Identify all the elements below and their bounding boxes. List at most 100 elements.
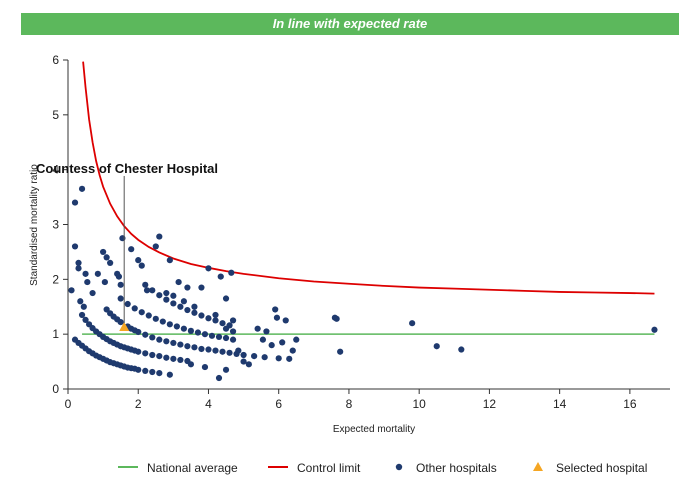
selected-hospital-point (119, 322, 130, 332)
other-hospital-point (201, 363, 209, 371)
other-hospital-point (115, 273, 123, 280)
other-hospital-point (212, 317, 219, 324)
other-hospital-point (117, 295, 124, 302)
x-tick-label: 0 (65, 397, 72, 411)
other-hospital-point (289, 347, 296, 354)
other-hospital-point (212, 347, 219, 354)
other-hospital-point (212, 311, 219, 319)
other-hospital-point (229, 328, 237, 335)
other-hospital-point (263, 328, 270, 335)
other-hospital-point (272, 306, 279, 313)
other-hospital-point (124, 300, 131, 308)
other-hospital-point (135, 257, 142, 264)
other-hospital-point (138, 309, 145, 316)
other-hospital-point (228, 269, 235, 276)
other-hospital-point (156, 233, 163, 240)
other-hospital-point (75, 259, 82, 266)
y-tick-label: 1 (52, 327, 59, 341)
other-hospital-point (268, 342, 275, 349)
other-hospital-point (117, 319, 124, 326)
other-hospital-point (433, 343, 440, 350)
y-tick-label: 5 (52, 108, 59, 122)
other-hospital-point (180, 298, 187, 305)
other-hospital-point (103, 254, 110, 261)
other-hospital-point (71, 199, 79, 206)
other-hospital-point (333, 315, 340, 322)
other-hospital-point (170, 339, 177, 347)
other-hospital-point (233, 350, 240, 358)
other-hospital-point (177, 356, 184, 364)
other-hospital-point (75, 265, 82, 272)
other-hospital-point (177, 341, 184, 348)
other-hospital-point (107, 259, 114, 266)
hospital-annotation: Countess of Chester Hospital (36, 161, 218, 324)
other-hospital-point (163, 296, 170, 303)
other-hospital-point (89, 289, 96, 297)
y-tick-label: 0 (52, 382, 59, 396)
other-hospital-point (219, 348, 226, 355)
other-hospital-point (143, 287, 151, 294)
other-hospital-point (166, 321, 173, 328)
other-hospital-point (142, 331, 149, 338)
other-hospital-point (409, 320, 416, 327)
control-limit-line (82, 61, 655, 295)
other-hospital-point (138, 262, 145, 269)
other-hospital-point (71, 243, 79, 250)
other-hospital-point (273, 314, 281, 321)
x-tick-label: 2 (135, 397, 142, 411)
other-hospital-point (68, 287, 75, 294)
legend-swatch-dot (395, 463, 403, 471)
other-hospital-point (156, 292, 163, 299)
other-hospital-point (198, 312, 205, 319)
other-hospital-point (180, 325, 187, 332)
legend-label: Control limit (297, 461, 361, 475)
legend-label: National average (147, 461, 238, 475)
reference-lines (82, 61, 655, 335)
x-tick-label: 14 (553, 397, 567, 411)
other-hospital-point (177, 303, 184, 310)
other-hospital-point (201, 331, 209, 338)
other-hospital-point (217, 273, 224, 280)
other-hospital-point (170, 292, 177, 299)
other-hospital-point (78, 185, 86, 192)
other-hospital-point (163, 338, 170, 345)
other-hospital-point (170, 300, 177, 307)
other-hospital-point (229, 317, 237, 324)
data-points[interactable] (68, 185, 658, 382)
other-hospital-point (222, 295, 230, 302)
x-tick-label: 4 (205, 397, 212, 411)
other-hospital-point (135, 348, 142, 355)
other-hospital-point (77, 298, 84, 305)
other-hospital-point (135, 366, 142, 373)
other-hospital-point (142, 350, 149, 357)
other-hospital-point (293, 336, 300, 343)
legend-label: Selected hospital (556, 461, 647, 475)
status-banner: In line with expected rate (21, 13, 679, 35)
other-hospital-point (191, 344, 198, 351)
other-hospital-point (82, 270, 89, 277)
other-hospital-point (131, 305, 138, 312)
other-hospital-point (198, 284, 205, 291)
x-tick-label: 10 (412, 397, 426, 411)
other-hospital-point (254, 325, 261, 332)
other-hospital-point (184, 343, 191, 350)
x-tick-label: 8 (346, 397, 353, 411)
other-hospital-point (187, 361, 195, 368)
annotation-label: Countess of Chester Hospital (36, 161, 218, 176)
other-hospital-point (191, 303, 198, 310)
other-hospital-point (80, 303, 87, 310)
other-hospital-point (222, 366, 230, 373)
other-hospital-point (149, 351, 156, 359)
other-hospital-point (117, 281, 124, 288)
other-hospital-point (205, 315, 212, 322)
other-hospital-point (173, 323, 180, 330)
other-hospital-point (163, 289, 170, 297)
other-hospital-point (159, 318, 166, 325)
other-hospital-point (166, 257, 173, 264)
y-axis-title: Standardised mortality ratio (29, 164, 40, 286)
other-hospital-point (245, 361, 252, 368)
other-hospital-point (184, 306, 191, 314)
legend: National average Control limit Other hospi… (118, 461, 647, 475)
